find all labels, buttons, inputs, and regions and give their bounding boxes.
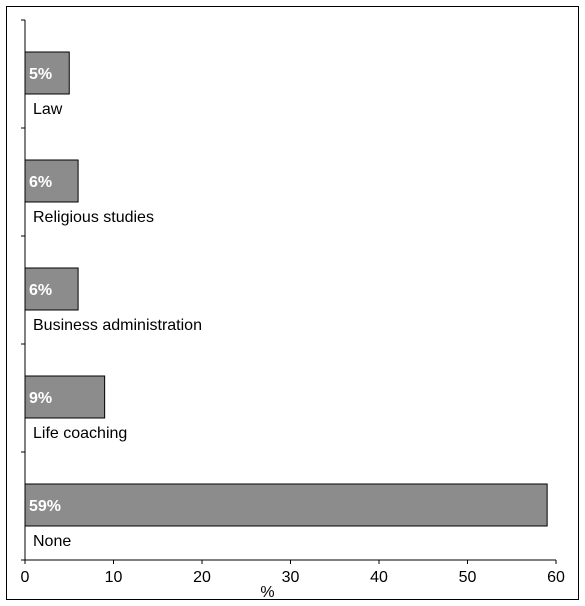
bar-law <box>24 51 70 95</box>
bar-religious-studies <box>24 159 79 203</box>
bar-value-label: 5% <box>29 66 52 83</box>
x-tick-label: 40 <box>370 569 388 586</box>
bar-none <box>24 483 548 527</box>
x-tick-label: 20 <box>193 569 211 586</box>
category-label: Law <box>33 101 63 118</box>
plot-area: 5% Law 6% Religious studies 6% Business admin… <box>21 19 565 586</box>
x-tick-label: 10 <box>105 569 123 586</box>
bar-life-coaching <box>24 375 106 419</box>
bar-business-administration <box>24 267 79 311</box>
category-label: Business administration <box>33 317 202 334</box>
x-tick-label: 50 <box>459 569 477 586</box>
x-axis-title: % <box>260 584 274 601</box>
category-label: None <box>33 533 71 550</box>
bar-value-label: 6% <box>29 174 52 191</box>
category-label: Religious studies <box>33 209 154 226</box>
x-tick-label: 60 <box>547 569 565 586</box>
category-label: Life coaching <box>33 425 127 442</box>
bar-value-label: 59% <box>29 498 61 515</box>
bar-value-label: 9% <box>29 390 52 407</box>
x-tick-label: 0 <box>21 569 30 586</box>
bar-value-label: 6% <box>29 282 52 299</box>
x-tick-label: 30 <box>282 569 300 586</box>
